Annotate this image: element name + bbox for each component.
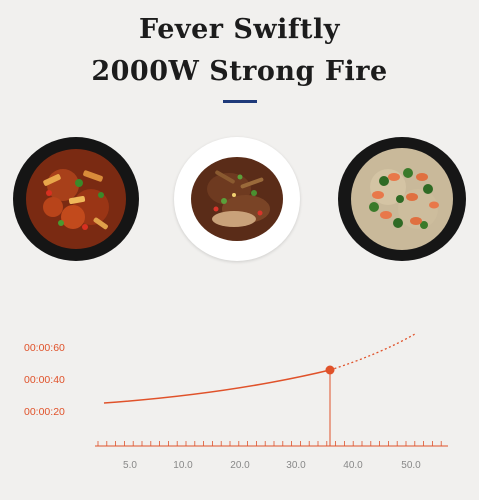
dish-image-spicy-stir-fry — [13, 137, 139, 261]
y-tick-label: 00:00:20 — [24, 406, 65, 418]
x-tick-label: 20.0 — [230, 460, 250, 471]
heating-time-chart: 00:00:60 00:00:40 00:00:20 5.0 10.0 20.0 30.0 4… — [24, 333, 448, 471]
headline-line-1: Fever Swiftly — [139, 14, 340, 45]
x-tick-label: 10.0 — [173, 460, 193, 471]
accent-divider — [223, 100, 257, 103]
y-tick-label: 00:00:40 — [24, 374, 65, 386]
highlight-point — [325, 365, 335, 375]
x-tick-label: 5.0 — [123, 460, 137, 471]
x-tick-label: 50.0 — [401, 460, 421, 471]
series-line-projected — [329, 333, 416, 371]
x-tick-label: 40.0 — [343, 460, 363, 471]
dish-image-shrimp-fried-rice — [338, 137, 466, 261]
y-tick-label: 00:00:60 — [24, 342, 65, 354]
series-line-solid — [103, 369, 331, 404]
headline-line-2: 2000W Strong Fire — [91, 56, 388, 87]
dish-image-beef-stir-fry — [174, 137, 300, 261]
x-tick-label: 30.0 — [286, 460, 306, 471]
